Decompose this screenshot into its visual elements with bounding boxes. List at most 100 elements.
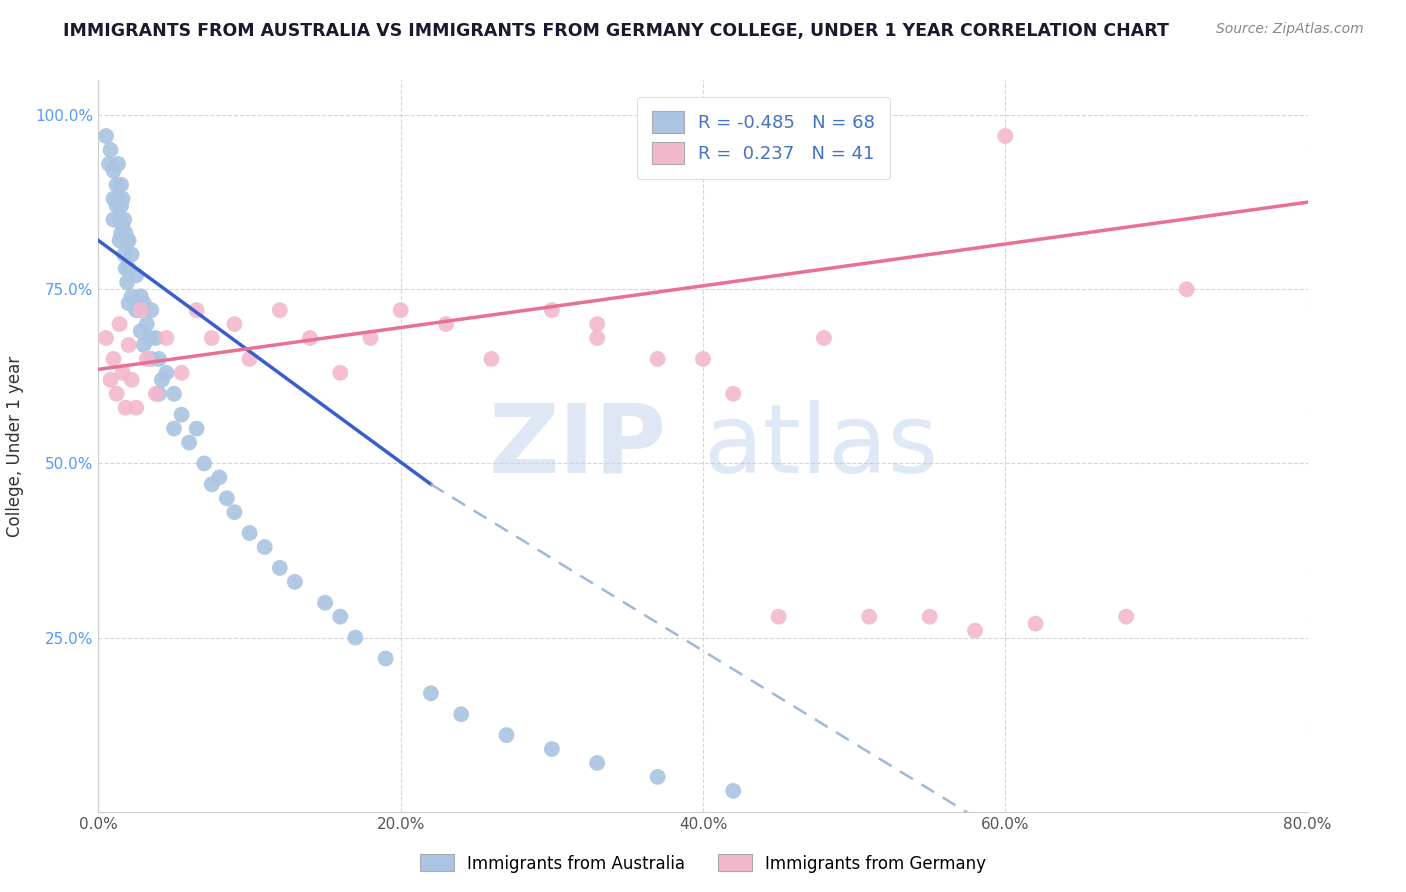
Point xyxy=(389,303,412,318)
Text: Source: ZipAtlas.com: Source: ZipAtlas.com xyxy=(1216,22,1364,37)
Point xyxy=(94,128,117,143)
Point xyxy=(179,435,201,450)
Point xyxy=(100,373,122,387)
Point xyxy=(125,303,148,318)
Point xyxy=(647,351,669,366)
Point xyxy=(148,351,170,366)
Point xyxy=(129,324,152,338)
Point xyxy=(329,609,352,624)
Point xyxy=(299,331,322,345)
Point xyxy=(111,366,134,380)
Point xyxy=(155,331,177,345)
Point xyxy=(201,477,224,491)
Point xyxy=(186,303,208,318)
Point xyxy=(284,574,307,589)
Point xyxy=(121,373,143,387)
Point xyxy=(135,351,157,366)
Point xyxy=(107,192,129,206)
Point xyxy=(114,401,136,415)
Point xyxy=(344,631,367,645)
Point xyxy=(125,401,148,415)
Point xyxy=(135,317,157,331)
Point xyxy=(118,296,141,310)
Point xyxy=(107,157,129,171)
Text: atlas: atlas xyxy=(703,400,938,492)
Point xyxy=(121,289,143,303)
Point xyxy=(132,338,155,352)
Point xyxy=(1024,616,1046,631)
Point xyxy=(163,421,186,435)
Point xyxy=(148,386,170,401)
Point xyxy=(108,234,131,248)
Point xyxy=(112,247,135,261)
Point xyxy=(208,470,231,484)
Point xyxy=(540,303,562,318)
Point xyxy=(118,338,141,352)
Text: IMMIGRANTS FROM AUSTRALIA VS IMMIGRANTS FROM GERMANY COLLEGE, UNDER 1 YEAR CORRE: IMMIGRANTS FROM AUSTRALIA VS IMMIGRANTS … xyxy=(63,22,1170,40)
Point xyxy=(224,505,246,519)
Point xyxy=(125,268,148,283)
Point xyxy=(540,742,562,756)
Point xyxy=(110,178,132,192)
Point xyxy=(918,609,941,624)
Point xyxy=(129,289,152,303)
Point xyxy=(1115,609,1137,624)
Point xyxy=(201,331,224,345)
Point xyxy=(141,351,163,366)
Point xyxy=(239,351,262,366)
Point xyxy=(269,303,291,318)
Point xyxy=(111,192,134,206)
Point xyxy=(110,199,132,213)
Point xyxy=(768,609,790,624)
Point xyxy=(118,261,141,276)
Point xyxy=(98,157,121,171)
Point xyxy=(115,275,138,289)
Point xyxy=(723,784,745,798)
Point xyxy=(103,212,125,227)
Point xyxy=(103,164,125,178)
Point xyxy=(111,219,134,234)
Point xyxy=(360,331,382,345)
Point xyxy=(139,331,162,345)
Point xyxy=(108,317,131,331)
Point xyxy=(145,386,167,401)
Point xyxy=(155,366,177,380)
Legend: R = -0.485   N = 68, R =  0.237   N = 41: R = -0.485 N = 68, R = 0.237 N = 41 xyxy=(637,96,890,178)
Point xyxy=(186,421,208,435)
Point xyxy=(105,178,128,192)
Y-axis label: College, Under 1 year: College, Under 1 year xyxy=(7,355,24,537)
Point xyxy=(115,234,138,248)
Point xyxy=(994,128,1017,143)
Point xyxy=(434,317,457,331)
Point xyxy=(374,651,396,665)
Point xyxy=(108,212,131,227)
Point xyxy=(103,351,125,366)
Point xyxy=(105,386,128,401)
Point xyxy=(481,351,503,366)
Point xyxy=(129,303,152,318)
Point xyxy=(141,303,163,318)
Point xyxy=(965,624,987,638)
Point xyxy=(269,561,291,575)
Point xyxy=(1175,282,1198,296)
Point xyxy=(224,317,246,331)
Point xyxy=(692,351,714,366)
Point xyxy=(163,386,186,401)
Point xyxy=(121,247,143,261)
Point xyxy=(253,540,276,554)
Point xyxy=(813,331,835,345)
Point xyxy=(103,192,125,206)
Point xyxy=(723,386,745,401)
Point xyxy=(329,366,352,380)
Legend: Immigrants from Australia, Immigrants from Germany: Immigrants from Australia, Immigrants fr… xyxy=(413,847,993,880)
Point xyxy=(586,331,609,345)
Point xyxy=(239,526,262,541)
Point xyxy=(495,728,517,742)
Point xyxy=(170,408,193,422)
Point xyxy=(105,199,128,213)
Point xyxy=(114,227,136,241)
Point xyxy=(118,234,141,248)
Text: ZIP: ZIP xyxy=(489,400,666,492)
Point xyxy=(94,331,117,345)
Point xyxy=(450,707,472,722)
